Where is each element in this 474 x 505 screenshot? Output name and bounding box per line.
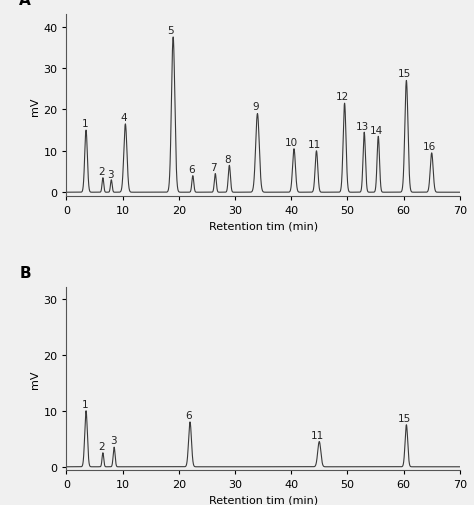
Text: 4: 4 [121, 113, 128, 123]
Text: 2: 2 [98, 441, 105, 451]
X-axis label: Retention tim (min): Retention tim (min) [209, 222, 318, 231]
Text: 5: 5 [168, 26, 174, 36]
Text: 3: 3 [109, 436, 116, 445]
Text: 6: 6 [188, 165, 194, 175]
Text: B: B [19, 266, 31, 281]
Text: 9: 9 [252, 103, 258, 112]
Text: 16: 16 [423, 142, 436, 152]
Text: 1: 1 [82, 119, 88, 129]
Text: 13: 13 [356, 121, 369, 131]
Text: A: A [19, 0, 31, 8]
Text: 14: 14 [369, 125, 383, 135]
Text: 15: 15 [398, 69, 411, 79]
Text: 12: 12 [336, 92, 349, 102]
Text: 11: 11 [310, 430, 324, 440]
Text: 8: 8 [224, 155, 231, 165]
Text: 7: 7 [210, 163, 217, 173]
Text: 3: 3 [107, 169, 113, 179]
X-axis label: Retention tim (min): Retention tim (min) [209, 494, 318, 504]
Y-axis label: mV: mV [30, 370, 40, 388]
Text: 10: 10 [285, 138, 298, 148]
Y-axis label: mV: mV [30, 97, 40, 115]
Text: 1: 1 [82, 399, 88, 409]
Text: 6: 6 [185, 411, 191, 421]
Text: 11: 11 [308, 140, 321, 150]
Text: 15: 15 [398, 413, 411, 423]
Text: 2: 2 [98, 167, 105, 177]
